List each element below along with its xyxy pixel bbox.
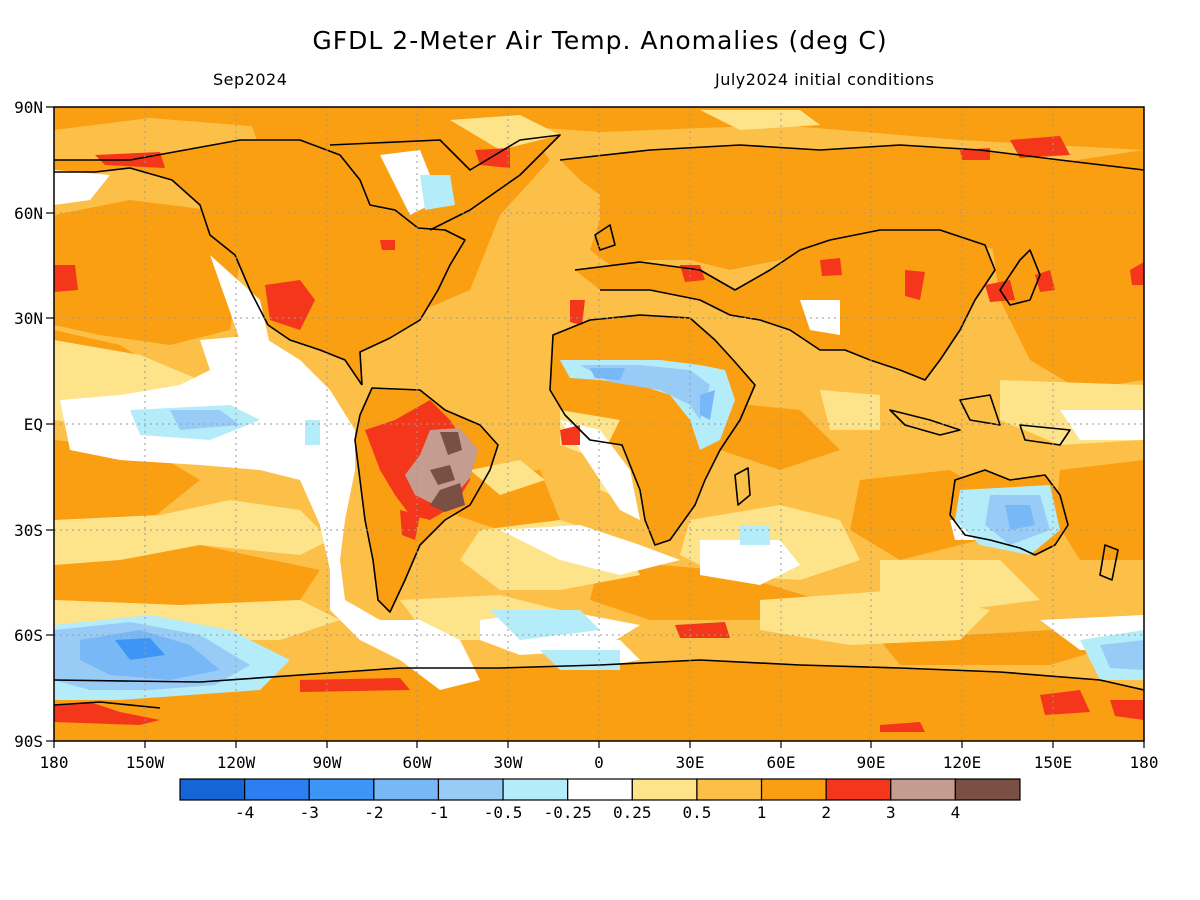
colorbar-swatch xyxy=(179,778,246,801)
colorbar-labels: -4 -3 -2 -1 -0.5 -0.25 0.25 0.5 1 2 3 4 xyxy=(235,803,960,822)
colorbar-swatch xyxy=(244,778,310,801)
colorbar-label: 0.5 xyxy=(682,803,711,822)
lat-label: 60S xyxy=(14,626,43,645)
lon-label: 30E xyxy=(676,753,705,772)
gridlines xyxy=(54,107,1144,741)
tick-marks xyxy=(46,106,1145,748)
colorbar-swatch xyxy=(567,778,633,801)
lat-label: 30S xyxy=(14,521,43,540)
colorbar-label: -1 xyxy=(429,803,448,822)
lat-label: EQ xyxy=(24,415,43,434)
colorbar-label: -3 xyxy=(300,803,319,822)
colorbar-swatch xyxy=(890,778,956,801)
colorbar xyxy=(179,778,1021,801)
colorbar-label: -2 xyxy=(364,803,383,822)
colorbar-swatch xyxy=(373,778,440,801)
lon-label: 60W xyxy=(403,753,432,772)
forecast-month: Sep2024 xyxy=(213,70,288,89)
anomaly-field xyxy=(54,107,1144,741)
anomaly-regions-above-4 xyxy=(430,432,465,512)
colorbar-label: 1 xyxy=(757,803,767,822)
colorbar-label: -0.5 xyxy=(484,803,523,822)
colorbar-swatch xyxy=(696,778,763,801)
colorbar-label: -4 xyxy=(235,803,254,822)
initial-conditions: July2024 initial conditions xyxy=(715,70,935,89)
lon-label: 60E xyxy=(767,753,796,772)
lat-label: 30N xyxy=(14,309,43,328)
lon-label: 90W xyxy=(313,753,342,772)
colorbar-label: 3 xyxy=(886,803,896,822)
lon-label: 90E xyxy=(857,753,886,772)
coastlines xyxy=(54,134,1144,709)
colorbar-swatch xyxy=(437,778,504,801)
lon-label: 120W xyxy=(217,753,256,772)
lon-label: 150E xyxy=(1034,753,1073,772)
lon-label: 150W xyxy=(126,753,165,772)
anomaly-regions-neg2 xyxy=(115,638,165,660)
colorbar-swatch xyxy=(308,778,375,801)
colorbar-label: 2 xyxy=(821,803,831,822)
lon-label: 180 xyxy=(40,753,69,772)
lat-labels: 90N 60N 30N EQ 30S 60S 90S xyxy=(14,98,43,751)
colorbar-label: 4 xyxy=(951,803,961,822)
lat-label: 60N xyxy=(14,204,43,223)
lon-label: 120E xyxy=(943,753,982,772)
colorbar-label: 0.25 xyxy=(613,803,652,822)
colorbar-swatch xyxy=(631,778,698,801)
colorbar-swatch xyxy=(502,778,569,801)
colorbar-swatch xyxy=(825,778,892,801)
lat-label: 90N xyxy=(14,98,43,117)
lon-label: 180 xyxy=(1130,753,1159,772)
lon-label: 30W xyxy=(494,753,523,772)
map-title: GFDL 2-Meter Air Temp. Anomalies (deg C) xyxy=(312,26,888,55)
lon-label: 0 xyxy=(594,753,604,772)
colorbar-label: -0.25 xyxy=(544,803,592,822)
lon-labels: 180 150W 120W 90W 60W 30W 0 30E 60E 90E … xyxy=(40,753,1159,772)
colorbar-swatch xyxy=(760,778,827,801)
colorbar-swatch xyxy=(954,778,1021,801)
lat-label: 90S xyxy=(14,732,43,751)
